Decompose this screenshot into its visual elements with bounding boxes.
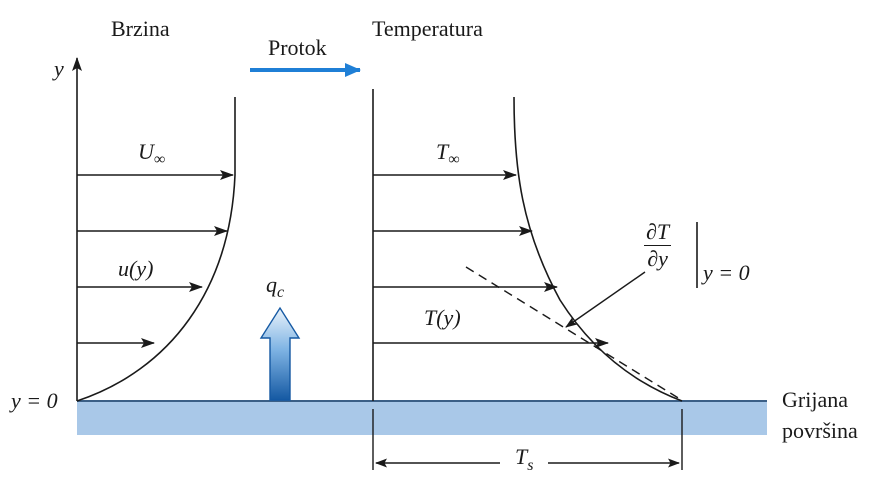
surface-label-line1: Grijana: [782, 387, 848, 412]
free-stream-temperature-subscript: ∞: [448, 151, 460, 168]
y-axis-label: y: [54, 56, 64, 81]
gradient-evaluation-text: y = 0: [703, 260, 750, 285]
surface-temperature-label: Ts: [515, 444, 533, 474]
free-stream-velocity-symbol: U: [138, 139, 154, 164]
heat-flux-symbol: q: [266, 272, 277, 297]
gradient-pointer-arrow: [565, 271, 646, 328]
velocity-profile-curve: [76, 97, 236, 402]
free-stream-velocity-subscript: ∞: [153, 151, 166, 168]
y-zero-label: y = 0: [11, 390, 58, 412]
temperature-profile-curve: [513, 96, 683, 402]
free-stream-velocity-label: U∞: [138, 139, 165, 168]
wall-gradient-expression: ∂T ∂y: [644, 219, 672, 271]
gradient-fraction: ∂T ∂y: [644, 219, 672, 271]
heated-surface: [77, 401, 767, 435]
surface-temperature-subscript: s: [527, 457, 534, 474]
gradient-evaluation-point: y = 0: [703, 262, 750, 284]
surface-label-line2: površina: [782, 418, 858, 443]
velocity-title: Brzina: [111, 16, 170, 41]
velocity-distribution-label: u(y): [118, 256, 154, 281]
temperature-title: Temperatura: [372, 16, 483, 41]
gradient-denominator: ∂y: [647, 246, 668, 271]
gradient-numerator: ∂T: [644, 219, 672, 246]
temperature-distribution-label: T(y): [424, 305, 461, 330]
y-zero-text: y = 0: [11, 388, 58, 413]
surface-temperature-symbol: T: [515, 444, 528, 469]
flow-label: Protok: [268, 35, 327, 60]
heat-flux-subscript: c: [277, 284, 285, 301]
free-stream-temperature-symbol: T: [436, 139, 449, 164]
heat-flux-arrow: [259, 306, 301, 401]
heat-flux-label: qc: [266, 272, 284, 301]
free-stream-temperature-label: T∞: [436, 139, 460, 168]
wall-gradient-tangent: [465, 266, 681, 400]
